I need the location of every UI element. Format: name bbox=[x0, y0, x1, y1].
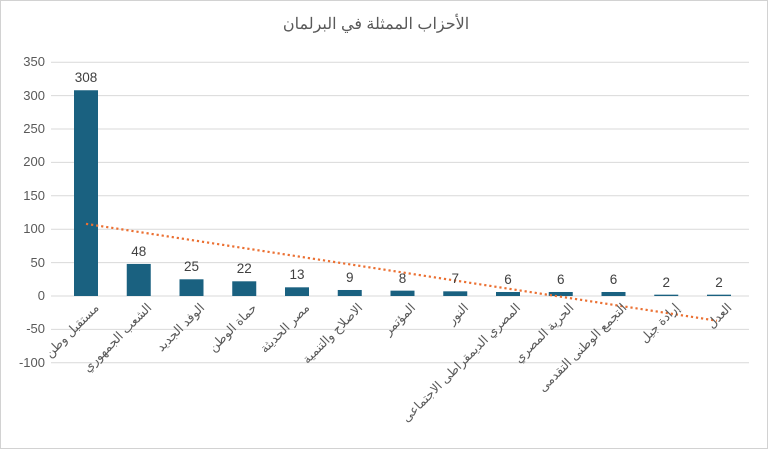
bar-value-label: 2 bbox=[662, 274, 670, 290]
bar bbox=[443, 291, 468, 296]
bar bbox=[390, 290, 415, 296]
y-axis-tick-label: 250 bbox=[23, 121, 45, 136]
bar bbox=[126, 263, 151, 296]
bar-value-label: 9 bbox=[345, 269, 354, 285]
chart-title: الأحزاب الممثلة في البرلمان bbox=[282, 16, 470, 33]
y-axis-tick-label: 300 bbox=[23, 87, 45, 103]
y-axis-tick-label: 0 bbox=[37, 288, 45, 303]
bar-value-label: 7 bbox=[451, 271, 459, 287]
bar-value-label: 2 bbox=[715, 274, 723, 290]
y-axis-tick-label: -50 bbox=[26, 321, 45, 337]
bar bbox=[285, 287, 309, 296]
y-axis-tick-label: 350 bbox=[23, 54, 45, 70]
bar bbox=[337, 289, 362, 296]
bar-value-label: 6 bbox=[609, 271, 618, 287]
bar bbox=[496, 291, 520, 296]
bar bbox=[707, 294, 731, 296]
y-axis-tick-label: 100 bbox=[23, 221, 45, 237]
bar bbox=[74, 90, 98, 296]
bar bbox=[548, 291, 573, 296]
y-axis-tick-label: -100 bbox=[18, 354, 45, 370]
bar-value-label: 6 bbox=[504, 271, 512, 287]
bar bbox=[232, 281, 257, 296]
bar-value-label: 13 bbox=[289, 267, 305, 283]
bar-value-label: 48 bbox=[131, 243, 147, 259]
bar-value-label: 308 bbox=[74, 70, 98, 86]
bar-value-label: 22 bbox=[236, 261, 252, 277]
bar bbox=[601, 291, 626, 296]
y-axis-tick-label: 200 bbox=[23, 154, 45, 170]
bar-value-label: 8 bbox=[398, 270, 407, 286]
bar bbox=[654, 294, 679, 296]
y-axis-tick-label: 50 bbox=[30, 254, 45, 270]
y-axis-tick-label: 150 bbox=[23, 187, 45, 203]
bar-value-label: 6 bbox=[556, 271, 565, 287]
trendline bbox=[85, 222, 718, 322]
bar bbox=[179, 279, 204, 296]
bar-value-label: 25 bbox=[183, 259, 200, 275]
